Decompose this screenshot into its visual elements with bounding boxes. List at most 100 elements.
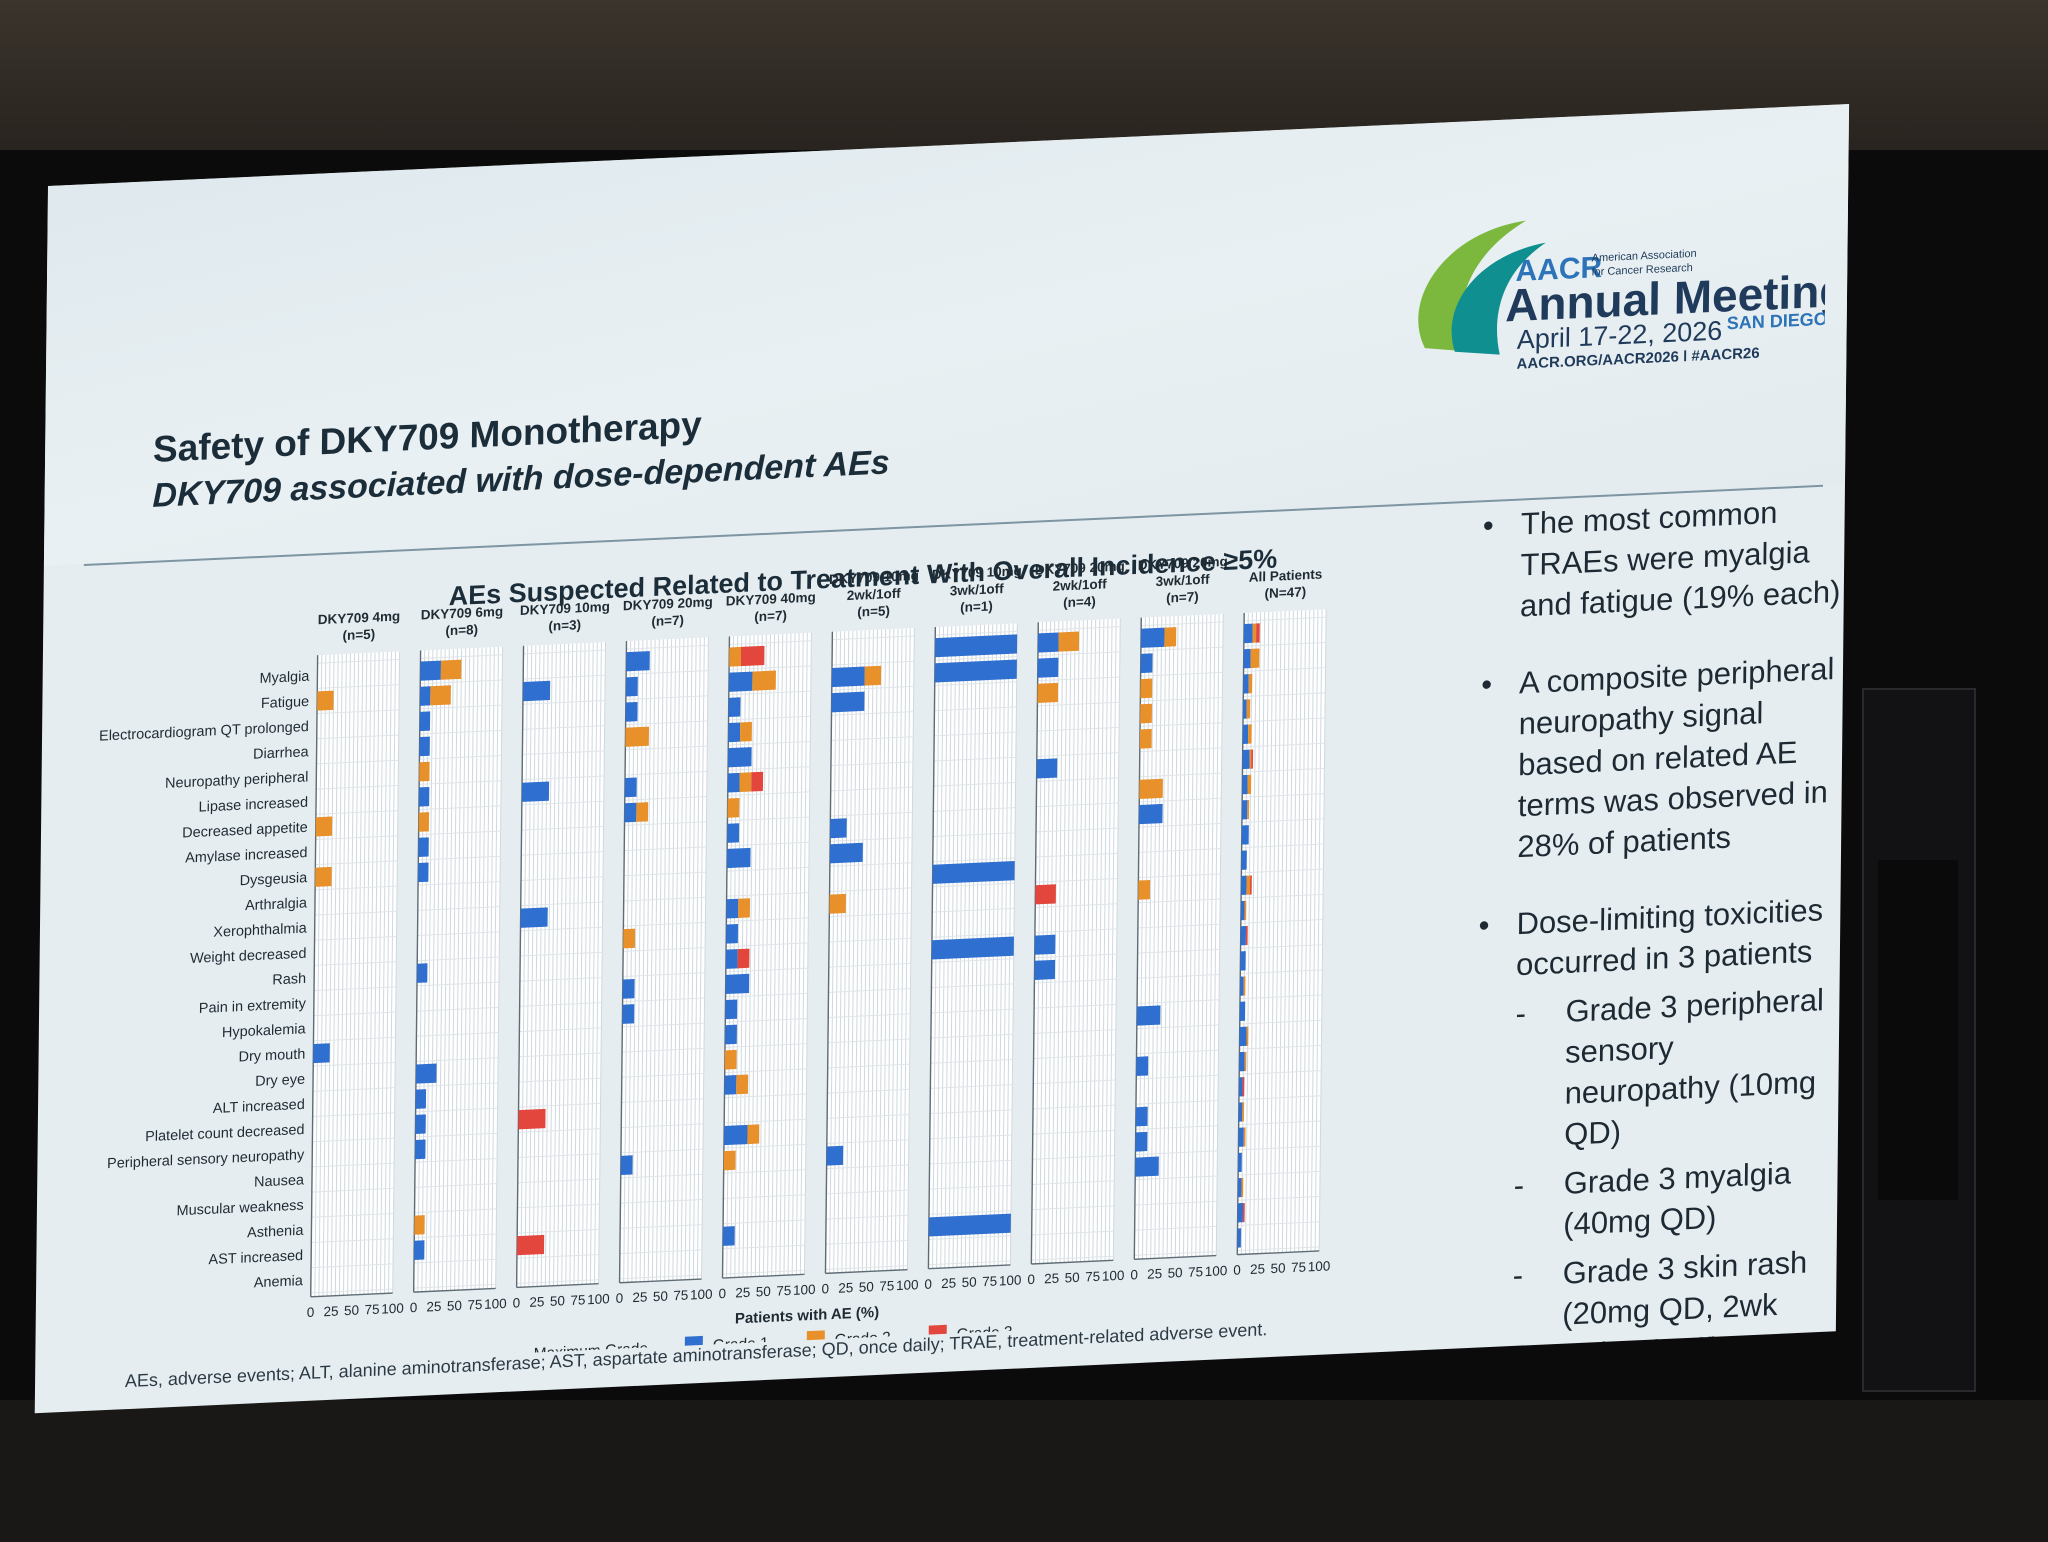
bar-segment (831, 691, 865, 713)
horizontal-gridline (932, 857, 1015, 863)
bar-segment (1238, 1077, 1243, 1097)
horizontal-gridline (1241, 843, 1324, 849)
horizontal-gridline (931, 958, 1014, 963)
horizontal-gridline (1031, 1205, 1114, 1211)
bar-segment (420, 660, 441, 681)
vertical-gridline (902, 628, 911, 1270)
bar-segment (1242, 1202, 1245, 1223)
x-tick-label: 0 (1027, 1272, 1035, 1287)
x-tick-label: 75 (1291, 1259, 1306, 1275)
vertical-gridline (1096, 619, 1105, 1262)
x-tick-label: 25 (1250, 1261, 1265, 1277)
horizontal-gridline (1240, 994, 1322, 1000)
bar-segment (414, 1215, 425, 1235)
bar-segment (1243, 699, 1247, 719)
horizontal-gridline (1037, 676, 1120, 682)
horizontal-gridline (312, 1112, 395, 1118)
horizontal-gridline (932, 882, 1015, 888)
vertical-gridline (623, 640, 632, 1283)
bullet-sub-item: Grade 3 myalgia (40mg QD) (1513, 1150, 1836, 1247)
horizontal-gridline (315, 810, 398, 815)
horizontal-gridline (521, 851, 604, 856)
bar-segment (417, 963, 428, 983)
category-label: Anemia (254, 1273, 304, 1291)
horizontal-gridline (1139, 747, 1222, 753)
panel-header: 3wk/1off (1156, 572, 1211, 589)
vertical-gridline (441, 649, 450, 1291)
category-label: Platelet count decreased (145, 1122, 305, 1145)
bar-segment (1241, 850, 1247, 870)
bar-segment (1238, 1152, 1242, 1173)
vertical-gridline (1063, 620, 1072, 1263)
vertical-gridline (1298, 610, 1307, 1252)
bar-segment (1135, 1106, 1148, 1127)
horizontal-gridline (724, 1068, 807, 1074)
horizontal-gridline (1237, 1246, 1320, 1252)
horizontal-gridline (727, 791, 810, 797)
horizontal-gridline (831, 711, 914, 716)
bar-segment (520, 907, 548, 928)
horizontal-gridline (517, 1228, 600, 1234)
vertical-gridline (1088, 619, 1097, 1262)
horizontal-gridline (928, 1210, 1011, 1215)
horizontal-gridline (619, 1249, 702, 1255)
vertical-gridline (803, 632, 812, 1275)
horizontal-gridline (933, 832, 1016, 838)
vertical-gridline (906, 628, 915, 1270)
vertical-gridline (791, 633, 800, 1275)
bar-segment (726, 898, 739, 919)
vertical-gridline (1150, 616, 1159, 1259)
vertical-gridline (1290, 610, 1298, 1253)
bar-segment (1240, 951, 1246, 971)
vertical-gridline (837, 631, 846, 1273)
x-tick-label: 25 (941, 1275, 956, 1291)
vertical-gridline (894, 628, 903, 1271)
panel-header: DKY709 20mg (1035, 559, 1125, 578)
vertical-gridline (1104, 619, 1113, 1261)
vertical-gridline (363, 652, 372, 1295)
vertical-gridline (870, 629, 878, 1272)
horizontal-gridline (523, 674, 606, 680)
panel-header: (n=4) (1063, 594, 1096, 610)
x-tick-label: 50 (756, 1284, 771, 1300)
horizontal-gridline (830, 786, 913, 792)
logo-swoosh-green (1418, 220, 1527, 352)
x-tick-label: 50 (447, 1298, 462, 1314)
horizontal-gridline (933, 781, 1016, 787)
x-tick-label: 25 (838, 1280, 853, 1296)
horizontal-gridline (728, 740, 811, 746)
vertical-gridline (482, 647, 491, 1289)
vertical-gridline (684, 638, 693, 1280)
horizontal-gridline (828, 1013, 911, 1019)
vertical-gridline (1294, 610, 1303, 1253)
vertical-gridline (890, 628, 899, 1271)
horizontal-gridline (621, 1098, 704, 1103)
x-tick-label: 75 (1085, 1269, 1100, 1285)
bar-segment (751, 771, 764, 792)
horizontal-gridline (1241, 893, 1324, 899)
vertical-gridline (688, 637, 697, 1280)
x-tick-label: 25 (632, 1289, 647, 1305)
x-tick-label: 25 (529, 1294, 544, 1310)
logo-org-full-2: for Cancer Research (1591, 262, 1692, 279)
vertical-gridline (1170, 616, 1179, 1258)
panel-header: (n=5) (857, 603, 890, 619)
horizontal-gridline (1033, 1054, 1116, 1060)
x-tick-label: 0 (1233, 1262, 1241, 1277)
horizontal-gridline (314, 961, 397, 966)
horizontal-gridline (621, 1073, 704, 1078)
horizontal-gridline (1138, 873, 1221, 879)
bar-segment (740, 721, 752, 742)
vertical-gridline (1195, 614, 1204, 1257)
bar-segment (831, 666, 865, 688)
x-tick-label: 100 (1308, 1258, 1331, 1274)
vertical-gridline (322, 654, 331, 1297)
panel-header: DKY709 10mg (932, 563, 1022, 582)
horizontal-gridline (316, 734, 399, 740)
bar-segment (415, 1114, 426, 1135)
category-label: Hypokalemia (222, 1021, 307, 1041)
horizontal-gridline (520, 901, 603, 907)
bar-segment (1249, 749, 1252, 769)
horizontal-gridline (1137, 974, 1220, 979)
horizontal-gridline (933, 807, 1016, 812)
